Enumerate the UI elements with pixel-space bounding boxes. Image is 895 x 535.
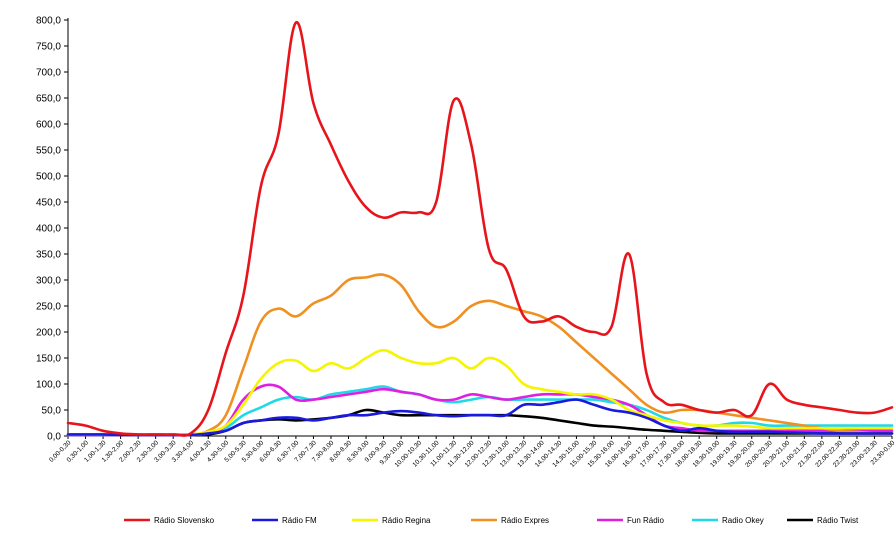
legend-item: Fun Rádio — [597, 516, 664, 525]
y-tick-label: 0,0 — [47, 432, 61, 443]
legend-item: Rádio Twist — [787, 516, 859, 525]
y-tick-label: 200,0 — [36, 328, 61, 339]
y-tick-label: 400,0 — [36, 224, 61, 235]
y-tick-label: 150,0 — [36, 354, 61, 365]
legend-label: Rádio FM — [282, 516, 317, 525]
legend-item: Radio Okey — [692, 516, 764, 525]
legend-label: Fun Rádio — [627, 516, 664, 525]
y-tick-label: 500,0 — [36, 172, 61, 183]
legend-item: Rádio Expres — [471, 516, 549, 525]
y-tick-label: 600,0 — [36, 120, 61, 131]
series-line-r-dio-slovensko — [66, 21, 894, 437]
legend-label: Rádio Regina — [382, 516, 431, 525]
y-tick-label: 350,0 — [36, 250, 61, 261]
y-tick-label: 50,0 — [42, 406, 62, 417]
legend-label: Rádio Slovensko — [154, 516, 215, 525]
y-tick-label: 100,0 — [36, 380, 61, 391]
y-tick-label: 550,0 — [36, 146, 61, 157]
y-axis: 0,0 50,0 100,0 150,0 200,0 250,0 300,0 350,0 400… — [36, 16, 69, 443]
y-tick-label: 450,0 — [36, 198, 61, 209]
y-tick-label: 750,0 — [36, 42, 61, 53]
legend: Rádio Slovensko Rádio FM Rádio Regina Rádio… — [124, 516, 859, 525]
y-tick-label: 800,0 — [36, 16, 61, 27]
legend-label: Radio Okey — [722, 516, 764, 525]
series-line-r-dio-regina — [66, 348, 894, 436]
y-tick-label: 650,0 — [36, 94, 61, 105]
y-tick-label: 700,0 — [36, 68, 61, 79]
series-lines — [66, 21, 894, 437]
legend-item: Rádio Regina — [352, 516, 431, 525]
y-tick-label: 250,0 — [36, 302, 61, 313]
series-line-r-dio-expres — [66, 273, 894, 437]
legend-label: Rádio Expres — [501, 516, 549, 525]
legend-label: Rádio Twist — [817, 516, 859, 525]
y-tick-label: 300,0 — [36, 276, 61, 287]
x-axis: 0,00-0,300,30-1,001,00-1,301,30-2,002,00… — [48, 435, 895, 469]
series-line-r-dio-fm — [66, 398, 894, 437]
legend-item: Rádio Slovensko — [124, 516, 215, 525]
legend-item: Rádio FM — [252, 516, 317, 525]
